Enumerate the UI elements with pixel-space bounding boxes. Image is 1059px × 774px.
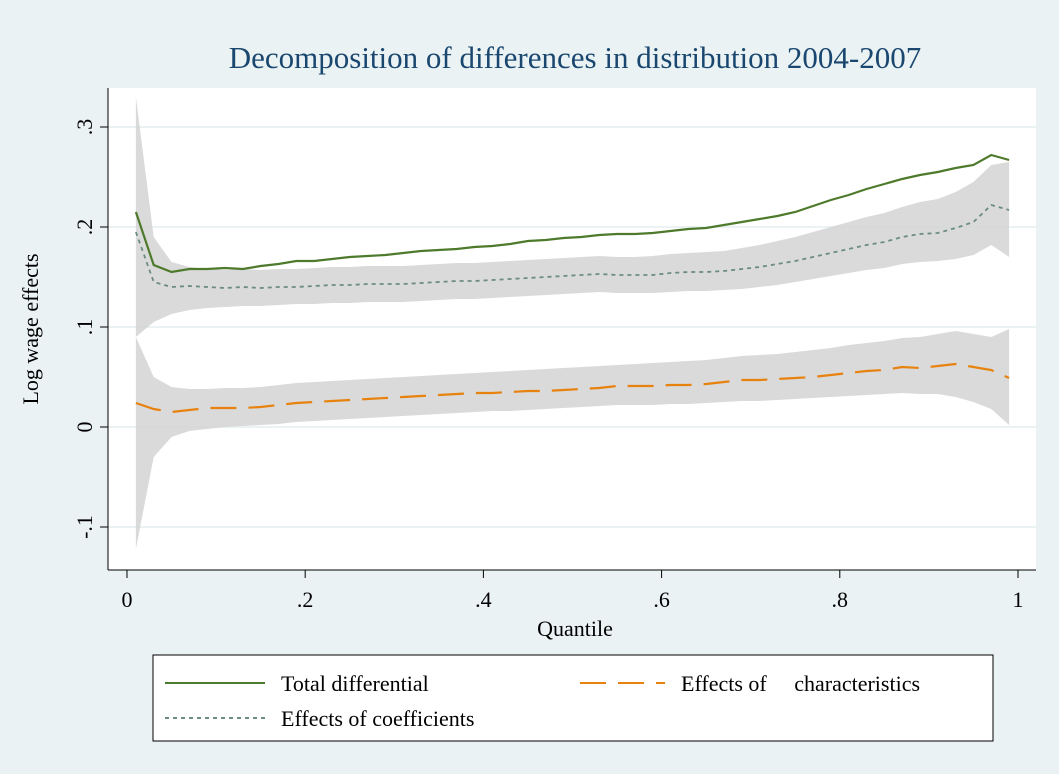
legend-label: Effects of coefficients <box>281 706 474 731</box>
bands <box>135 97 1010 549</box>
y-tick-label: .2 <box>72 219 97 236</box>
x-tick-label: .2 <box>297 587 314 612</box>
legend-items: Total differential Effects of characteris… <box>165 671 920 731</box>
y-tick-label: .1 <box>72 319 97 336</box>
chart-title: Decomposition of differences in distribu… <box>229 40 922 75</box>
axes: -.1 0 .1 .2 .3 0 .2 .4 .6 .8 1 <box>72 88 1036 612</box>
series-line <box>134 153 1010 274</box>
legend-label: Effects of characteristics <box>681 671 920 696</box>
plot-area <box>108 88 1036 570</box>
x-tick-label: .8 <box>832 587 849 612</box>
legend <box>152 654 994 742</box>
series-line <box>135 362 1010 414</box>
x-axis-label: Quantile <box>537 616 613 641</box>
y-tick-label: -.1 <box>72 515 97 539</box>
x-tick-label: 0 <box>121 587 132 612</box>
y-axis-label: Log wage effects <box>18 253 43 404</box>
legend-label: Total differential <box>281 671 429 696</box>
x-tick-label: .6 <box>653 587 670 612</box>
confidence-band <box>135 97 1010 337</box>
y-tick-label: 0 <box>72 422 97 433</box>
series-line <box>135 203 1010 289</box>
y-tick-label: .3 <box>72 119 97 136</box>
lines <box>134 153 1010 414</box>
grid <box>108 126 1036 528</box>
x-tick-label: 1 <box>1013 587 1024 612</box>
x-tick-label: .4 <box>475 587 492 612</box>
confidence-band <box>135 329 1010 549</box>
